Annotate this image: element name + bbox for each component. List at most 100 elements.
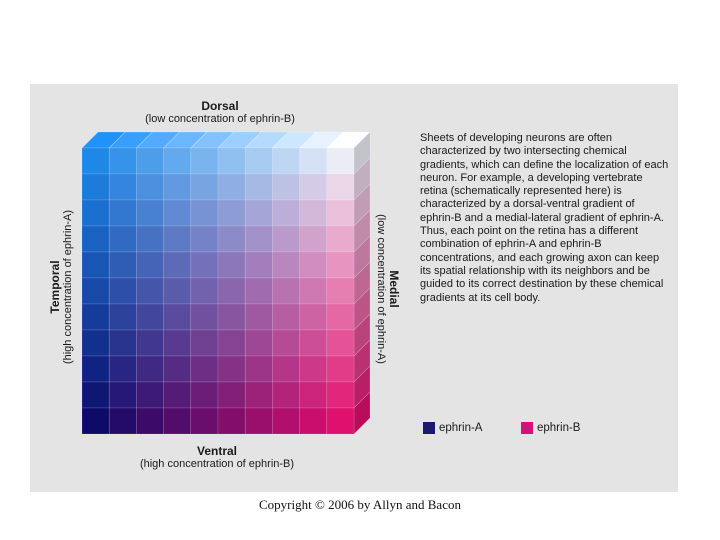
cube-front-cell — [244, 303, 273, 331]
ventral-label: Ventral (high concentration of ephrin-B) — [117, 444, 317, 470]
cube-front-cell — [272, 173, 300, 201]
cube-front-cell — [217, 381, 246, 409]
cube-front-cell — [272, 407, 300, 435]
cube-front-cell — [136, 303, 164, 331]
cube-front-cell — [326, 251, 355, 279]
dorsal-title: Dorsal — [201, 99, 239, 113]
cube-front-cell — [217, 277, 246, 305]
cube-front-cell — [326, 407, 355, 435]
cube-front-cell — [136, 225, 164, 253]
cube-front-cell — [136, 407, 164, 435]
cube-front-cell — [136, 277, 164, 305]
cube-front-cell — [190, 199, 219, 227]
cube-front-cell — [108, 355, 137, 383]
cube-front-cell — [326, 173, 355, 201]
cube-front-cell — [326, 277, 355, 305]
copyright-text: Copyright © 2006 by Allyn and Bacon — [259, 497, 461, 512]
cube-front-cell — [81, 355, 110, 383]
cube-front-cell — [244, 329, 273, 357]
cube-front-cell — [163, 251, 192, 279]
legend-label-ephrin-a: ephrin-A — [439, 422, 483, 434]
cube-front-cell — [81, 381, 110, 409]
cube-front-cell — [190, 225, 219, 253]
cube-front-cell — [217, 329, 246, 357]
cube-front-cell — [326, 355, 355, 383]
cube-front-cell — [272, 199, 300, 227]
cube-front-cell — [190, 251, 219, 279]
cube-front-cell — [326, 381, 355, 409]
cube-front-cell — [163, 329, 192, 357]
cube-front-cell — [244, 407, 273, 435]
cube-front-cell — [136, 329, 164, 357]
ventral-subtitle: (high concentration of ephrin-B) — [139, 458, 295, 470]
cube-front-cell — [108, 329, 137, 357]
medial-label: Medial (low concentration of ephrin-A) — [371, 179, 401, 399]
cube-front-cell — [163, 147, 192, 175]
cube-front-cell — [244, 251, 273, 279]
cube-front-cell — [299, 407, 328, 435]
cube-front-cell — [272, 277, 300, 305]
cube-front-cell — [272, 355, 300, 383]
cube-front-cell — [163, 277, 192, 305]
cube-front-cell — [163, 381, 192, 409]
cube-front-cell — [190, 407, 219, 435]
cube-front-cell — [299, 225, 328, 253]
cube-front-cell — [136, 355, 164, 383]
temporal-label: Temporal (high concentration of ephrin-A… — [48, 177, 78, 397]
cube-front-cell — [217, 407, 246, 435]
legend-swatch-ephrin-a — [423, 422, 435, 434]
cube-front-cell — [81, 147, 110, 175]
dorsal-subtitle: (low concentration of ephrin-B) — [145, 113, 295, 125]
cube-front-cell — [136, 173, 164, 201]
cube-front-cell — [244, 173, 273, 201]
cube-front-cell — [163, 173, 192, 201]
legend-item-ephrin-b: ephrin-B — [521, 422, 580, 434]
cube-front-cell — [244, 147, 273, 175]
cube-front-cell — [108, 225, 137, 253]
cube-front-cell — [163, 199, 192, 227]
cube-front-cell — [108, 199, 137, 227]
cube-front-cell — [108, 147, 137, 175]
cube-front-cell — [272, 381, 300, 409]
cube-front-cell — [326, 147, 355, 175]
cube-front-cell — [244, 277, 273, 305]
cube-front-cell — [163, 407, 192, 435]
cube-front-cell — [163, 355, 192, 383]
medial-subtitle: (low concentration of ephrin-A) — [375, 214, 387, 364]
cube-front-cell — [299, 381, 328, 409]
cube-front-cell — [326, 329, 355, 357]
cube-front-cell — [81, 407, 110, 435]
cube-front-cell — [326, 303, 355, 331]
cube-front-cell — [108, 251, 137, 279]
cube-front-cell — [217, 355, 246, 383]
cube-front-cell — [108, 173, 137, 201]
cube-front-cell — [81, 199, 110, 227]
cube-front-cell — [272, 225, 300, 253]
cube-front-cell — [272, 251, 300, 279]
temporal-title: Temporal — [48, 260, 62, 314]
legend-swatch-ephrin-b — [521, 422, 533, 434]
cube-front-cell — [217, 303, 246, 331]
cube-front-cell — [299, 277, 328, 305]
cube-front-cell — [326, 199, 355, 227]
cube-front-cell — [217, 147, 246, 175]
cube-front-cell — [299, 147, 328, 175]
legend-label-ephrin-b: ephrin-B — [537, 422, 581, 434]
cube-front-cell — [81, 303, 110, 331]
cube-front-cell — [108, 303, 137, 331]
description-text: Sheets of developing neurons are often c… — [420, 132, 669, 304]
cube-front-cell — [299, 173, 328, 201]
dorsal-label: Dorsal (low concentration of ephrin-B) — [120, 99, 320, 125]
cube-front-cell — [108, 407, 137, 435]
cube-front-cell — [244, 381, 273, 409]
cube-front-cell — [136, 251, 164, 279]
cube-front-cell — [190, 355, 219, 383]
legend-item-ephrin-a: ephrin-A — [423, 422, 482, 434]
cube-front-cell — [299, 355, 328, 383]
cube-front-cell — [190, 303, 219, 331]
cube-front-cell — [326, 225, 355, 253]
cube-front-cell — [190, 277, 219, 305]
cube-front-cell — [81, 329, 110, 357]
cube-front-cell — [299, 329, 328, 357]
